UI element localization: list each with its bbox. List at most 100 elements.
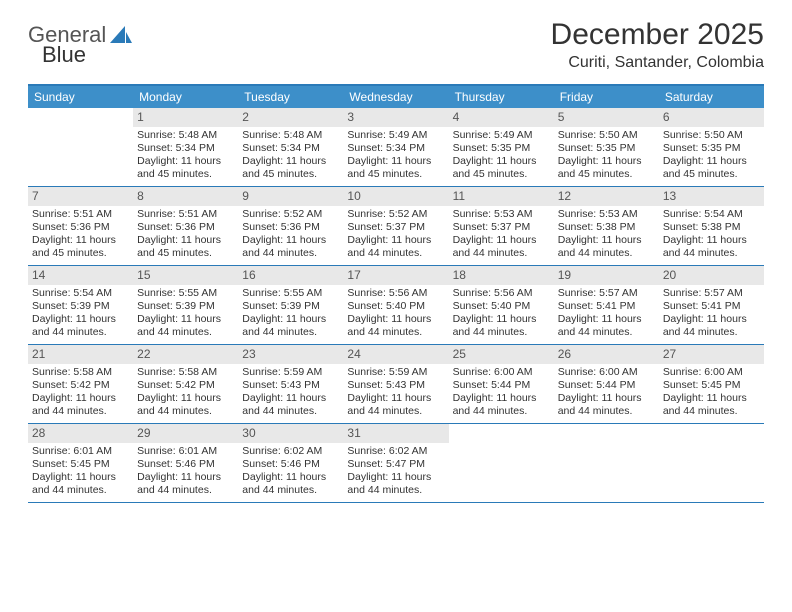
daylight-text: Daylight: 11 hours and 45 minutes. (137, 234, 234, 260)
day-cell: 5Sunrise: 5:50 AMSunset: 5:35 PMDaylight… (554, 108, 659, 186)
sunset-text: Sunset: 5:36 PM (32, 221, 129, 234)
sunrise-text: Sunrise: 6:01 AM (32, 445, 129, 458)
sunset-text: Sunset: 5:38 PM (558, 221, 655, 234)
daylight-text: Daylight: 11 hours and 44 minutes. (242, 471, 339, 497)
day-cell: 25Sunrise: 6:00 AMSunset: 5:44 PMDayligh… (449, 345, 554, 423)
daylight-text: Daylight: 11 hours and 44 minutes. (137, 471, 234, 497)
daylight-text: Daylight: 11 hours and 44 minutes. (137, 392, 234, 418)
day-cell: 22Sunrise: 5:58 AMSunset: 5:42 PMDayligh… (133, 345, 238, 423)
sunset-text: Sunset: 5:38 PM (663, 221, 760, 234)
day-cell: 18Sunrise: 5:56 AMSunset: 5:40 PMDayligh… (449, 266, 554, 344)
day-number: 9 (238, 187, 343, 206)
day-number: 18 (449, 266, 554, 285)
day-cell: 9Sunrise: 5:52 AMSunset: 5:36 PMDaylight… (238, 187, 343, 265)
sunset-text: Sunset: 5:40 PM (347, 300, 444, 313)
sunset-text: Sunset: 5:39 PM (32, 300, 129, 313)
day-body: Sunrise: 5:49 AMSunset: 5:35 PMDaylight:… (449, 127, 554, 186)
daylight-text: Daylight: 11 hours and 44 minutes. (347, 234, 444, 260)
day-body: Sunrise: 6:00 AMSunset: 5:44 PMDaylight:… (554, 364, 659, 423)
sunset-text: Sunset: 5:35 PM (558, 142, 655, 155)
weekday-header: Wednesday (343, 86, 448, 108)
daylight-text: Daylight: 11 hours and 45 minutes. (558, 155, 655, 181)
daylight-text: Daylight: 11 hours and 44 minutes. (453, 392, 550, 418)
day-number: 4 (449, 108, 554, 127)
day-cell: 16Sunrise: 5:55 AMSunset: 5:39 PMDayligh… (238, 266, 343, 344)
day-number: 22 (133, 345, 238, 364)
day-body: Sunrise: 6:01 AMSunset: 5:46 PMDaylight:… (133, 443, 238, 502)
day-cell: 15Sunrise: 5:55 AMSunset: 5:39 PMDayligh… (133, 266, 238, 344)
day-number: 21 (28, 345, 133, 364)
sunrise-text: Sunrise: 5:53 AM (453, 208, 550, 221)
sunrise-text: Sunrise: 5:52 AM (347, 208, 444, 221)
day-body: Sunrise: 5:54 AMSunset: 5:39 PMDaylight:… (28, 285, 133, 344)
day-number: 7 (28, 187, 133, 206)
day-number: 1 (133, 108, 238, 127)
week-row: 14Sunrise: 5:54 AMSunset: 5:39 PMDayligh… (28, 266, 764, 345)
day-cell: 10Sunrise: 5:52 AMSunset: 5:37 PMDayligh… (343, 187, 448, 265)
day-body: Sunrise: 5:55 AMSunset: 5:39 PMDaylight:… (133, 285, 238, 344)
sunrise-text: Sunrise: 5:48 AM (137, 129, 234, 142)
daylight-text: Daylight: 11 hours and 44 minutes. (32, 313, 129, 339)
day-cell: 6Sunrise: 5:50 AMSunset: 5:35 PMDaylight… (659, 108, 764, 186)
sunset-text: Sunset: 5:45 PM (663, 379, 760, 392)
daylight-text: Daylight: 11 hours and 44 minutes. (242, 234, 339, 260)
sunrise-text: Sunrise: 5:58 AM (32, 366, 129, 379)
day-cell: 29Sunrise: 6:01 AMSunset: 5:46 PMDayligh… (133, 424, 238, 502)
daylight-text: Daylight: 11 hours and 44 minutes. (347, 392, 444, 418)
day-cell: 17Sunrise: 5:56 AMSunset: 5:40 PMDayligh… (343, 266, 448, 344)
sunrise-text: Sunrise: 5:56 AM (347, 287, 444, 300)
weekday-header: Monday (133, 86, 238, 108)
sunset-text: Sunset: 5:47 PM (347, 458, 444, 471)
day-cell: 31Sunrise: 6:02 AMSunset: 5:47 PMDayligh… (343, 424, 448, 502)
sunset-text: Sunset: 5:37 PM (347, 221, 444, 234)
sunset-text: Sunset: 5:43 PM (242, 379, 339, 392)
sunset-text: Sunset: 5:36 PM (242, 221, 339, 234)
day-cell (659, 424, 764, 502)
sunrise-text: Sunrise: 5:55 AM (137, 287, 234, 300)
sunset-text: Sunset: 5:34 PM (137, 142, 234, 155)
day-body: Sunrise: 5:54 AMSunset: 5:38 PMDaylight:… (659, 206, 764, 265)
day-number: 31 (343, 424, 448, 443)
day-body: Sunrise: 5:57 AMSunset: 5:41 PMDaylight:… (659, 285, 764, 344)
calendar-grid: SundayMondayTuesdayWednesdayThursdayFrid… (28, 84, 764, 503)
day-body: Sunrise: 6:00 AMSunset: 5:44 PMDaylight:… (449, 364, 554, 423)
day-body: Sunrise: 5:59 AMSunset: 5:43 PMDaylight:… (238, 364, 343, 423)
daylight-text: Daylight: 11 hours and 45 minutes. (137, 155, 234, 181)
sunset-text: Sunset: 5:36 PM (137, 221, 234, 234)
weekday-header-row: SundayMondayTuesdayWednesdayThursdayFrid… (28, 86, 764, 108)
day-body: Sunrise: 5:58 AMSunset: 5:42 PMDaylight:… (133, 364, 238, 423)
sunset-text: Sunset: 5:35 PM (453, 142, 550, 155)
sunrise-text: Sunrise: 6:02 AM (347, 445, 444, 458)
day-cell: 4Sunrise: 5:49 AMSunset: 5:35 PMDaylight… (449, 108, 554, 186)
day-number: 17 (343, 266, 448, 285)
sunrise-text: Sunrise: 5:58 AM (137, 366, 234, 379)
sunrise-text: Sunrise: 5:49 AM (453, 129, 550, 142)
day-cell: 14Sunrise: 5:54 AMSunset: 5:39 PMDayligh… (28, 266, 133, 344)
sunset-text: Sunset: 5:42 PM (137, 379, 234, 392)
sunset-text: Sunset: 5:45 PM (32, 458, 129, 471)
day-cell: 30Sunrise: 6:02 AMSunset: 5:46 PMDayligh… (238, 424, 343, 502)
day-number: 30 (238, 424, 343, 443)
sunset-text: Sunset: 5:44 PM (453, 379, 550, 392)
day-body: Sunrise: 5:51 AMSunset: 5:36 PMDaylight:… (28, 206, 133, 265)
sunrise-text: Sunrise: 6:00 AM (663, 366, 760, 379)
daylight-text: Daylight: 11 hours and 45 minutes. (242, 155, 339, 181)
day-number: 12 (554, 187, 659, 206)
day-number: 11 (449, 187, 554, 206)
day-body: Sunrise: 5:58 AMSunset: 5:42 PMDaylight:… (28, 364, 133, 423)
daylight-text: Daylight: 11 hours and 44 minutes. (558, 234, 655, 260)
daylight-text: Daylight: 11 hours and 44 minutes. (663, 392, 760, 418)
daylight-text: Daylight: 11 hours and 44 minutes. (558, 313, 655, 339)
daylight-text: Daylight: 11 hours and 45 minutes. (663, 155, 760, 181)
day-body: Sunrise: 5:53 AMSunset: 5:38 PMDaylight:… (554, 206, 659, 265)
logo-sail-icon (110, 26, 132, 44)
sunset-text: Sunset: 5:35 PM (663, 142, 760, 155)
daylight-text: Daylight: 11 hours and 45 minutes. (453, 155, 550, 181)
daylight-text: Daylight: 11 hours and 44 minutes. (242, 313, 339, 339)
sunrise-text: Sunrise: 5:57 AM (663, 287, 760, 300)
day-number: 24 (343, 345, 448, 364)
weekday-header: Sunday (28, 86, 133, 108)
daylight-text: Daylight: 11 hours and 44 minutes. (663, 234, 760, 260)
day-body: Sunrise: 5:48 AMSunset: 5:34 PMDaylight:… (238, 127, 343, 186)
weekday-header: Friday (554, 86, 659, 108)
